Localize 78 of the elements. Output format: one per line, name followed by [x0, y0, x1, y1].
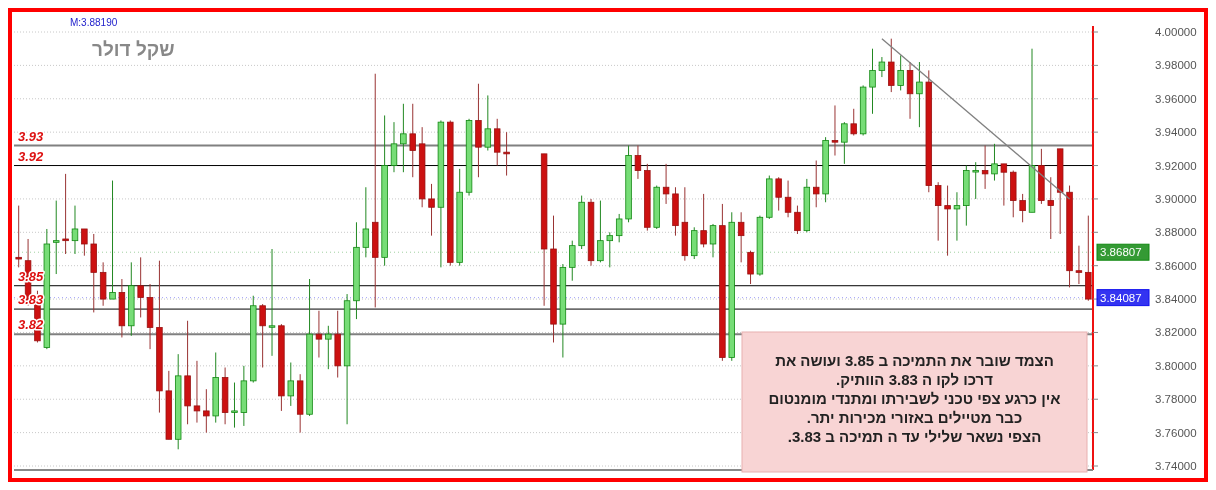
candlestick: [259, 303, 266, 369]
candlestick: [953, 191, 961, 242]
candlestick: [428, 183, 435, 237]
candlestick: [1075, 245, 1083, 285]
candlestick: [606, 231, 614, 268]
candlestick: [934, 181, 942, 242]
candlestick: [71, 205, 79, 255]
candlestick: [193, 360, 201, 424]
candlestick: [268, 248, 276, 357]
candlestick: [109, 180, 116, 300]
candlestick: [662, 163, 670, 205]
candlestick: [409, 103, 416, 178]
y-tick-label: 3.86000: [1155, 259, 1197, 272]
candlestick: [15, 205, 22, 268]
candlestick: [897, 54, 904, 91]
y-tick-label: 3.74000: [1155, 460, 1197, 473]
ref-line-label: 3.84087: [1100, 291, 1142, 304]
candlestick: [944, 185, 951, 257]
candlestick: [203, 388, 210, 434]
candlestick: [325, 325, 332, 370]
candlestick: [775, 176, 782, 212]
candlestick: [991, 143, 998, 182]
chart-title: שקל דולר: [92, 39, 175, 60]
candlestick: [634, 145, 642, 180]
ref-line-label: 3.93: [18, 128, 45, 144]
ref-line-label: 3.86807: [1100, 246, 1142, 259]
candlestick: [137, 256, 144, 318]
candlestick: [784, 180, 792, 218]
candlestick: [794, 205, 801, 235]
candlestick: [700, 193, 707, 248]
note-box: הצמד שובר את התמיכה ב 3.85 ועושה את דרכו לקו ה 3.83 הוותיק. אין כרגע צפי טכני לשבירתו ומתנדי מומנטום כבר מטיילים באזורי מכירות יתר. הצפי נשאר שלילי עד ה תמיכה ב 3.83.: [741, 331, 1088, 473]
candlestick: [916, 61, 923, 128]
candlestick: [597, 200, 604, 263]
candlestick: [747, 250, 754, 285]
candlestick: [813, 160, 820, 208]
y-tick-label: 3.98000: [1155, 59, 1197, 72]
candlestick: [493, 118, 501, 167]
candlestick: [231, 382, 238, 429]
text: M:3.88190: [70, 17, 118, 28]
candlestick: [315, 310, 323, 358]
y-tick-label: 3.76000: [1155, 426, 1197, 439]
ref-line-label: 3.92: [18, 148, 45, 164]
y-tick-label: 3.90000: [1155, 192, 1197, 205]
candlestick: [1019, 193, 1026, 223]
candlestick: [869, 48, 876, 115]
y-tick-label: 3.88000: [1155, 226, 1197, 239]
candlestick: [850, 108, 857, 136]
candlestick: [841, 121, 848, 165]
candlestick: [972, 161, 979, 200]
candlestick: [81, 228, 88, 257]
candlestick: [906, 61, 914, 120]
candlestick: [1000, 163, 1008, 207]
annotation: הצמד שובר את התמיכה ב 3.85 ועושה את דרכו לקו ה 3.83 הוותיק. אין כרגע צפי טכני לשבירתו ומתנדי מומנטום כבר מטיילים באזורי מכירות יתר. הצפי נשאר שלילי עד ה תמיכה ב 3.83.: [768, 352, 1061, 445]
candlestick: [287, 362, 294, 407]
y-tick-label: 3.84000: [1155, 293, 1197, 306]
candlestick: [53, 200, 60, 275]
candlestick: [615, 213, 623, 243]
candlestick: [362, 186, 370, 258]
candlestick: [888, 38, 895, 93]
candlestick: [981, 145, 989, 190]
candlestick: [831, 104, 839, 157]
candlestick: [400, 103, 407, 173]
y-tick-label: 3.78000: [1155, 393, 1197, 406]
candlestick: [62, 173, 69, 255]
y-tick-label: 3.82000: [1155, 326, 1197, 339]
candlestick: [1047, 176, 1054, 240]
candlestick: [569, 240, 576, 282]
y-tick-label: 3.80000: [1155, 359, 1197, 372]
candlestick: [737, 211, 745, 263]
candlestick: [709, 223, 717, 258]
candlestick: [390, 121, 398, 173]
y-tick-label: 3.92000: [1155, 159, 1197, 172]
y-tick-label: 3.94000: [1155, 126, 1197, 139]
y-tick-label: 4.00000: [1155, 26, 1197, 39]
candlestick: [503, 131, 510, 177]
candlestick: [878, 56, 886, 78]
y-tick-label: 3.96000: [1155, 92, 1197, 105]
candlestick: [484, 94, 492, 152]
